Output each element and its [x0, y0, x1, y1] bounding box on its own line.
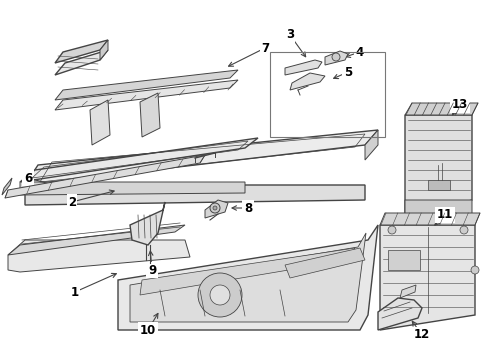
Polygon shape	[8, 240, 190, 272]
Polygon shape	[405, 115, 472, 218]
Text: 13: 13	[452, 99, 468, 112]
Polygon shape	[2, 178, 12, 195]
Polygon shape	[205, 200, 228, 218]
Circle shape	[210, 285, 230, 305]
Polygon shape	[428, 180, 450, 190]
Polygon shape	[365, 130, 378, 160]
Polygon shape	[130, 233, 366, 322]
Polygon shape	[118, 225, 378, 330]
Circle shape	[471, 266, 479, 274]
Polygon shape	[20, 182, 245, 195]
Polygon shape	[90, 100, 110, 145]
Polygon shape	[25, 130, 378, 185]
Polygon shape	[400, 285, 416, 298]
Text: 3: 3	[286, 28, 294, 41]
Polygon shape	[55, 80, 238, 110]
Polygon shape	[380, 225, 475, 330]
Polygon shape	[378, 298, 422, 330]
Polygon shape	[55, 50, 108, 75]
Polygon shape	[325, 51, 348, 65]
Polygon shape	[130, 202, 165, 245]
Circle shape	[198, 273, 242, 317]
Text: 9: 9	[148, 264, 156, 276]
Polygon shape	[140, 93, 160, 137]
Circle shape	[210, 203, 220, 213]
Polygon shape	[405, 200, 472, 218]
Text: 8: 8	[244, 202, 252, 215]
Circle shape	[213, 206, 217, 210]
Polygon shape	[100, 40, 108, 60]
Text: 5: 5	[344, 66, 352, 78]
Polygon shape	[290, 73, 325, 90]
Circle shape	[460, 226, 468, 234]
Polygon shape	[285, 60, 322, 75]
Text: 12: 12	[414, 328, 430, 342]
Text: 10: 10	[140, 324, 156, 337]
Polygon shape	[55, 70, 238, 100]
Polygon shape	[285, 248, 365, 278]
Polygon shape	[8, 225, 185, 255]
Polygon shape	[388, 250, 420, 270]
Text: 4: 4	[356, 45, 364, 58]
Circle shape	[332, 53, 340, 61]
Text: 7: 7	[261, 41, 269, 54]
Polygon shape	[55, 40, 108, 63]
Polygon shape	[405, 103, 478, 115]
Text: 2: 2	[68, 195, 76, 208]
Polygon shape	[25, 185, 365, 205]
Polygon shape	[5, 155, 205, 198]
Text: 11: 11	[437, 208, 453, 221]
Text: 1: 1	[71, 285, 79, 298]
Polygon shape	[380, 213, 480, 225]
Circle shape	[388, 226, 396, 234]
Text: 6: 6	[24, 171, 32, 184]
Polygon shape	[20, 138, 258, 182]
Polygon shape	[140, 248, 355, 295]
